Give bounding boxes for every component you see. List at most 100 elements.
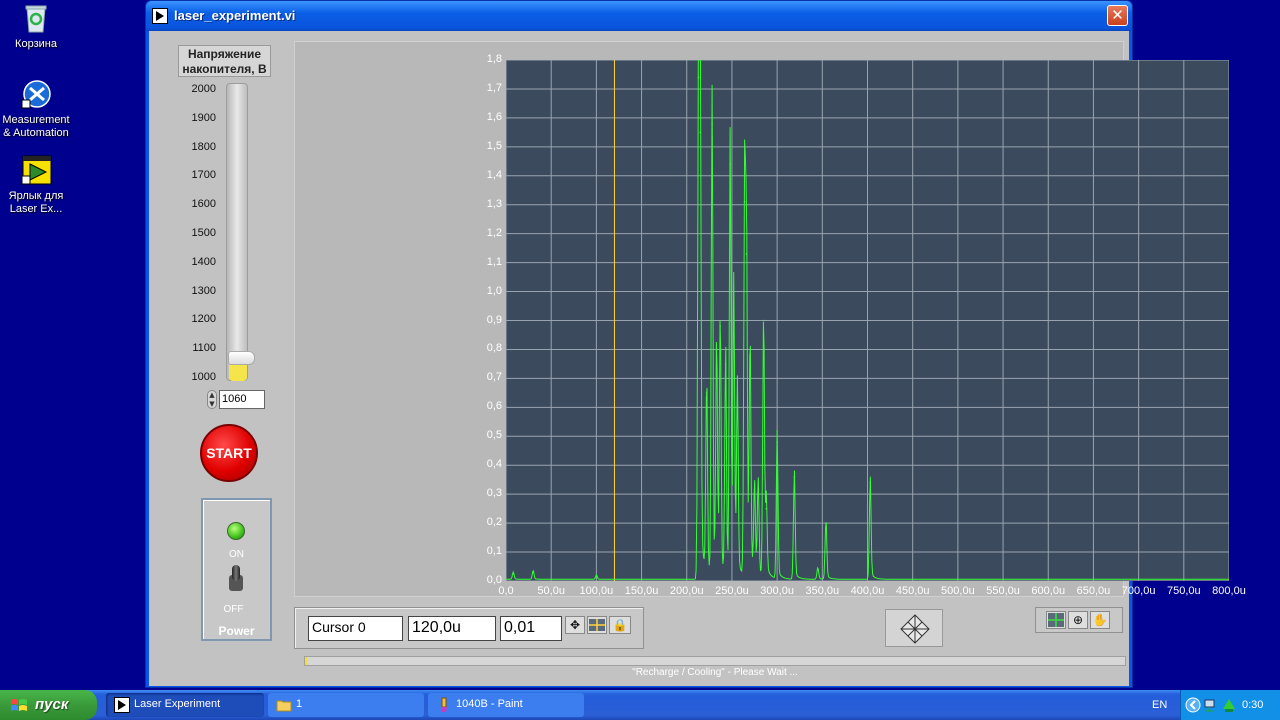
y-tick-label: 1,5 xyxy=(486,139,502,152)
x-tick-label: 100,0u xyxy=(579,585,614,597)
status-message: "Recharge / Cooling" - Please Wait ... xyxy=(632,667,798,678)
power-label: Power xyxy=(218,624,255,638)
slider-scale-label: 1500 xyxy=(191,227,216,239)
cursor-style-icon[interactable] xyxy=(587,616,607,634)
plot-area[interactable] xyxy=(506,60,1229,581)
front-panel: Напряжение накопителя, В 2000 1900 1800 170… xyxy=(149,31,1246,686)
y-tick-label: 1,1 xyxy=(486,255,502,268)
start-button-taskbar[interactable]: пуск xyxy=(0,690,97,720)
increment-decrement-icon[interactable]: ▲ ▼ xyxy=(207,390,217,409)
y-tick-label: 0,0 xyxy=(486,574,502,586)
graph-pan-control[interactable] xyxy=(885,609,943,647)
start-label: пуск xyxy=(35,696,69,713)
waveform-graph: 0,0 0,1 0,2 0,3 0,4 0,5 0,6 0,7 0,8 0,9 1,0 1,1 1,2 1… xyxy=(294,41,1246,597)
voltage-numeric: ▲ ▼ 1060 xyxy=(207,390,265,409)
cursor-x-field[interactable]: 120,0u xyxy=(408,616,496,641)
slider-label-line1: Напряжение xyxy=(187,47,262,61)
start-button[interactable]: START xyxy=(200,424,258,482)
plot-svg xyxy=(506,60,1229,581)
x-tick-label: 400,0u xyxy=(850,585,885,597)
y-tick-label: 0,5 xyxy=(486,429,502,442)
measurement-automation-icon xyxy=(20,78,52,110)
slider-label-line2: накопителя, В xyxy=(182,62,267,76)
y-tick-label: 1,2 xyxy=(486,226,502,239)
slider-scale-label: 1800 xyxy=(191,140,216,153)
task-label: Laser Experiment xyxy=(134,698,221,710)
window-titlebar[interactable]: laser_experiment.vi ✕ xyxy=(146,1,1132,31)
signal-peak-point xyxy=(776,441,778,443)
language-indicator[interactable]: EN xyxy=(1152,699,1168,711)
labview-shortcut-icon xyxy=(20,154,52,186)
task-folder-1[interactable]: 1 xyxy=(268,693,424,717)
y-tick-label: 0,6 xyxy=(486,400,502,413)
voltage-slider[interactable] xyxy=(226,83,248,381)
x-tick-label: 300,0u xyxy=(760,585,794,597)
signal-peak-point xyxy=(825,522,827,524)
cursor-move-icon[interactable]: ✥ xyxy=(565,616,585,634)
slider-scale-label: 2000 xyxy=(191,83,216,95)
signal-peak-point xyxy=(745,253,748,255)
x-tick-label: 700,0u xyxy=(1121,585,1156,597)
power-toggle-switch[interactable] xyxy=(228,565,244,593)
signal-peak-point xyxy=(743,201,746,203)
slider-scale-label: 1900 xyxy=(191,111,216,124)
slider-scale-label: 1000 xyxy=(191,371,216,383)
signal-peak-point xyxy=(869,481,872,484)
slider-scale-label: 1400 xyxy=(191,255,216,268)
y-tick-label: 1,0 xyxy=(486,284,502,297)
y-tick-label: 1,4 xyxy=(486,168,502,181)
x-tick-label: 600,0u xyxy=(1031,585,1066,597)
x-tick-label: 800,0u xyxy=(1212,585,1246,597)
slider-scale-label: 1700 xyxy=(191,169,216,182)
cursor-name-field[interactable]: Cursor 0 xyxy=(308,616,403,641)
signal-peak-point xyxy=(512,572,515,575)
signal-peak-point xyxy=(724,363,727,365)
cursor-lock-icon[interactable]: 🔒 xyxy=(609,616,631,634)
desktop-icon-recycle-bin[interactable]: Корзина xyxy=(0,2,72,51)
signal-peak-point xyxy=(699,131,702,134)
slider-scale-label: 1300 xyxy=(191,284,216,297)
y-tick-label: 1,6 xyxy=(486,110,502,123)
cursor-y-field[interactable]: 0,01 xyxy=(500,616,562,641)
slider-scale-label: 1100 xyxy=(192,342,216,355)
x-tick-label: 450,0u xyxy=(895,585,930,597)
desktop-icon-labview-shortcut[interactable]: Ярлык для Laser Ex... xyxy=(0,154,72,216)
y-tick-label: 0,7 xyxy=(486,371,502,384)
slider-fill xyxy=(229,359,247,381)
task-laser-experiment[interactable]: Laser Experiment xyxy=(106,693,264,717)
zoom-tool-icon[interactable]: ⊕ xyxy=(1068,611,1088,629)
desktop-icon-label: Measurement & Automation xyxy=(2,114,70,139)
x-tick-label: 550,0u xyxy=(986,585,1020,597)
signal-series-line xyxy=(506,60,1229,580)
signal-peak-point xyxy=(705,392,708,394)
pan-hand-icon[interactable]: ✋ xyxy=(1090,611,1110,629)
system-tray xyxy=(1180,690,1280,720)
tray-expand-icon[interactable] xyxy=(1185,697,1201,713)
x-tick-label: 0,0 xyxy=(498,585,514,597)
signal-peak-point xyxy=(749,354,751,357)
network-icon[interactable] xyxy=(1203,697,1219,713)
task-label: 1 xyxy=(296,698,303,710)
y-tick-label: 0,4 xyxy=(486,458,502,471)
close-button[interactable]: ✕ xyxy=(1107,5,1128,26)
desktop-icon-measurement-automation[interactable]: Measurement & Automation xyxy=(0,78,72,140)
toggle-lever xyxy=(232,565,240,581)
window-title: laser_experiment.vi xyxy=(174,8,296,23)
crosshair-tool-icon[interactable] xyxy=(1046,611,1066,629)
x-tick-label: 150,0u xyxy=(624,585,659,597)
signal-peak-point xyxy=(757,487,759,490)
safely-remove-icon[interactable] xyxy=(1221,697,1237,713)
signal-peak-point xyxy=(711,122,713,125)
y-tick-label: 0,8 xyxy=(486,342,502,355)
x-tick-label: 250,0u xyxy=(715,585,749,597)
power-panel: ON OFF Power xyxy=(201,498,272,641)
y-tick-label: 1,8 xyxy=(486,53,502,65)
task-paint[interactable]: 1040B - Paint xyxy=(428,693,584,717)
voltage-value-field[interactable]: 1060 xyxy=(219,390,265,409)
slider-thumb[interactable] xyxy=(228,350,255,365)
x-tick-label: 200,0u xyxy=(669,585,704,597)
signal-peak-point xyxy=(793,476,796,478)
signal-peak-point xyxy=(762,319,765,322)
signal-peak-point xyxy=(729,163,731,165)
labview-window: laser_experiment.vi ✕ Напряжение накопит… xyxy=(145,0,1246,688)
